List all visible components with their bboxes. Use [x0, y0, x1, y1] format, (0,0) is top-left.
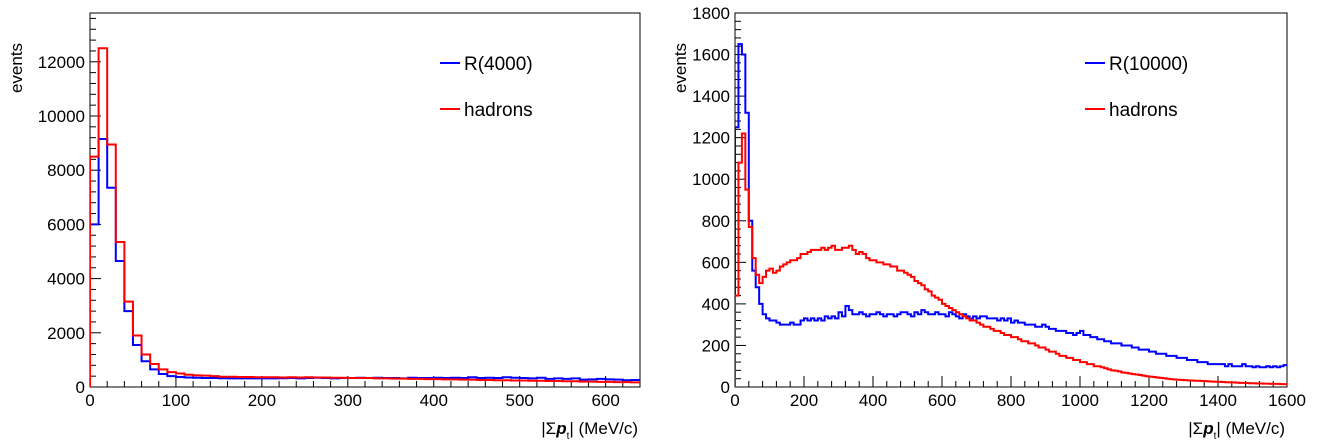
histogram-series-r-4000-: [90, 138, 640, 387]
y-tick-label: 1000: [692, 170, 730, 189]
y-tick-label: 2000: [47, 324, 85, 343]
x-tick-label: 0: [85, 391, 94, 410]
x-tick-label: 1200: [1130, 391, 1168, 410]
x-tick-label: 800: [997, 391, 1025, 410]
legend-label: R(4000): [464, 54, 533, 75]
x-tick-label: 600: [591, 391, 619, 410]
y-tick-label: 400: [702, 295, 730, 314]
legend-label: hadrons: [1109, 100, 1178, 121]
x-tick-label: 600: [928, 391, 956, 410]
left-histogram-panel: 0 100 200 300 400 500 600020004000600080001000…: [7, 12, 641, 442]
x-tick-label: 100: [162, 391, 190, 410]
x-tick-label: 1600: [1268, 391, 1306, 410]
x-axis-label-prefix: |Σ: [1188, 419, 1203, 438]
x-tick-label: 300: [334, 391, 362, 410]
x-axis-label: |Σpt| (MeV/c): [541, 419, 638, 440]
plot-frame: [734, 12, 1288, 388]
legend-label: R(10000): [1109, 54, 1188, 75]
histogram-series-hadrons: [90, 47, 640, 387]
y-tick-label: 0: [721, 378, 730, 397]
x-tick-label: 1400: [1199, 391, 1237, 410]
x-tick-label: 1000: [1061, 391, 1099, 410]
x-axis-label: |Σpt| (MeV/c): [1188, 419, 1285, 440]
legend-label: hadrons: [464, 100, 533, 121]
histogram-series-hadrons: [735, 132, 1287, 387]
y-tick-label: 0: [76, 378, 85, 397]
y-axis-label: events: [671, 43, 690, 93]
y-tick-label: 4000: [47, 270, 85, 289]
x-tick-label: 400: [859, 391, 887, 410]
x-tick-label: 500: [506, 391, 534, 410]
x-axis-label-symbol: p: [555, 419, 566, 438]
y-tick-label: 1400: [692, 87, 730, 106]
y-tick-label: 8000: [47, 161, 85, 180]
y-tick-label: 1200: [692, 129, 730, 148]
x-axis-label-symbol: p: [1202, 419, 1213, 438]
y-tick-label: 12000: [38, 53, 85, 72]
x-axis-label-suffix: | (MeV/c): [569, 419, 638, 438]
x-axis-label-subscript: t: [1214, 431, 1217, 440]
x-tick-label: 400: [420, 391, 448, 410]
x-tick-label: 200: [790, 391, 818, 410]
plot-frame: [89, 12, 641, 388]
y-tick-label: 1600: [692, 46, 730, 65]
histogram-series-r-10000-: [735, 43, 1287, 387]
y-tick-label: 800: [702, 212, 730, 231]
y-tick-label: 1800: [692, 4, 730, 23]
y-tick-label: 200: [702, 336, 730, 355]
x-axis-label-suffix: | (MeV/c): [1216, 419, 1285, 438]
x-tick-label: 0: [730, 391, 739, 410]
x-tick-label: 200: [248, 391, 276, 410]
right-histogram-panel: 0 200 400 600 800 1000 1200 1400 1600 0 200 400 600 8…: [671, 4, 1306, 442]
y-tick-label: 10000: [38, 107, 85, 126]
y-tick-label: 600: [702, 253, 730, 272]
x-axis-label-subscript: t: [567, 431, 570, 440]
x-axis-label-prefix: |Σ: [541, 419, 556, 438]
y-axis-label: events: [7, 43, 26, 93]
y-tick-label: 6000: [47, 215, 85, 234]
